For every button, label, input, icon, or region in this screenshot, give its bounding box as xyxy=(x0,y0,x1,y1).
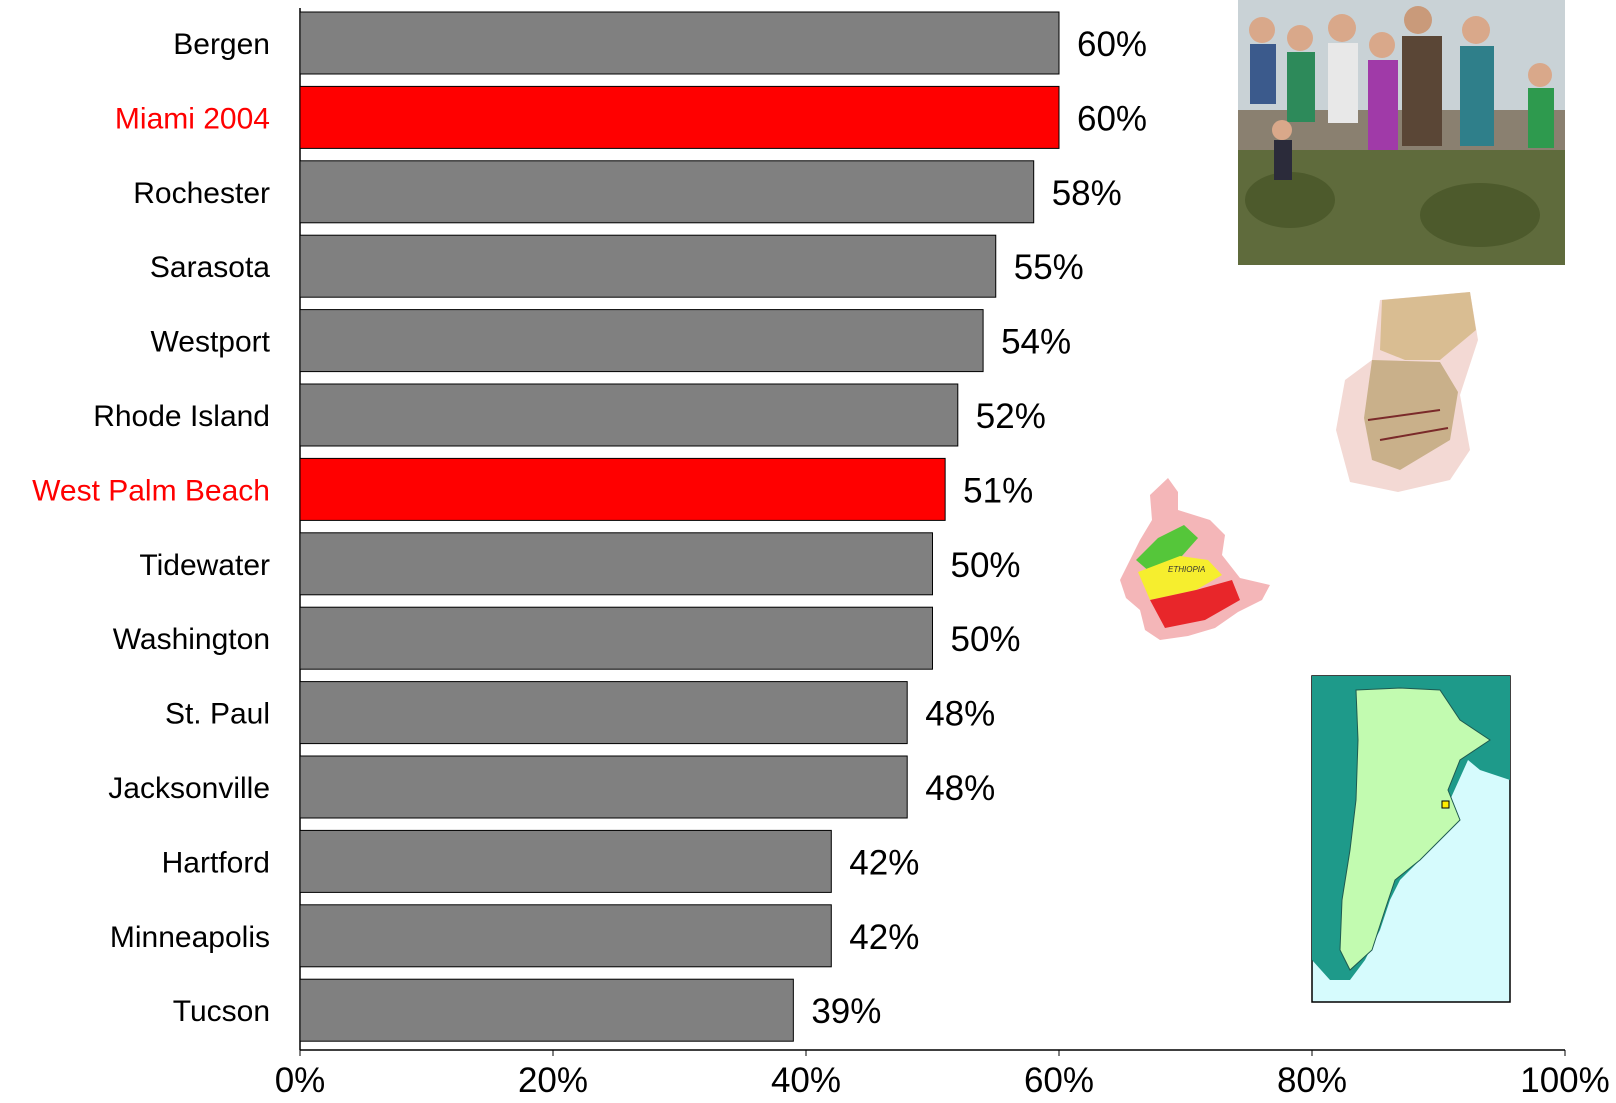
x-axis-ticks: 0% 20% 40% 60% 80% 100% xyxy=(275,1050,1610,1100)
x-tick-label: 100% xyxy=(1520,1061,1610,1100)
bar xyxy=(299,309,984,373)
bar xyxy=(299,532,933,596)
category-label: Miami 2004 xyxy=(115,102,270,135)
value-label: 54% xyxy=(1001,323,1071,362)
bar xyxy=(299,904,832,968)
value-label: 52% xyxy=(976,397,1046,436)
category-label: Tucson xyxy=(173,995,270,1028)
value-labels: 60%60%58%55%54%52%51%50%50%48%48%42%42%3… xyxy=(811,25,1147,1031)
bar xyxy=(299,11,1060,75)
bar xyxy=(299,606,933,670)
group-photo xyxy=(1238,0,1565,265)
value-label: 48% xyxy=(925,695,995,734)
category-label: Hartford xyxy=(162,846,270,879)
value-label: 50% xyxy=(951,546,1021,585)
value-label: 60% xyxy=(1077,25,1147,64)
category-label: Washington xyxy=(113,623,270,656)
value-label: 42% xyxy=(849,843,919,882)
bar xyxy=(299,234,997,298)
value-label: 50% xyxy=(951,620,1021,659)
bar xyxy=(299,829,832,893)
bar xyxy=(299,457,946,521)
x-tick-label: 40% xyxy=(771,1061,841,1100)
category-label: Minneapolis xyxy=(110,921,270,954)
handshake-illustration xyxy=(1336,292,1478,492)
category-label: St. Paul xyxy=(165,698,270,731)
bar xyxy=(299,978,794,1042)
bar xyxy=(299,755,908,819)
value-label: 48% xyxy=(925,769,995,808)
bar xyxy=(299,85,1060,149)
category-label: Jacksonville xyxy=(108,772,270,805)
category-label: Westport xyxy=(151,326,271,359)
category-label: Sarasota xyxy=(150,251,270,284)
ethiopia-map: ETHIOPIA xyxy=(1120,478,1270,640)
bars xyxy=(299,11,1060,1042)
value-label: 42% xyxy=(849,918,919,957)
x-tick-label: 0% xyxy=(275,1061,326,1100)
x-tick-label: 60% xyxy=(1024,1061,1094,1100)
bar xyxy=(299,681,908,745)
category-label: West Palm Beach xyxy=(32,474,270,507)
value-label: 39% xyxy=(811,992,881,1031)
category-labels: Bergen Miami 2004 Rochester Sarasota Westpor… xyxy=(32,28,271,1028)
category-label: Bergen xyxy=(173,28,270,61)
value-label: 60% xyxy=(1077,99,1147,138)
category-label: Tidewater xyxy=(139,549,270,582)
value-label: 55% xyxy=(1014,248,1084,287)
x-tick-label: 20% xyxy=(518,1061,588,1100)
category-label: Rhode Island xyxy=(93,400,270,433)
category-label: Rochester xyxy=(133,177,270,210)
argentina-map xyxy=(1311,675,1511,1003)
bar xyxy=(299,383,959,447)
x-tick-label: 80% xyxy=(1277,1061,1347,1100)
bar xyxy=(299,160,1035,224)
map-label: ETHIOPIA xyxy=(1168,565,1205,574)
value-label: 51% xyxy=(963,471,1033,510)
value-label: 58% xyxy=(1052,174,1122,213)
